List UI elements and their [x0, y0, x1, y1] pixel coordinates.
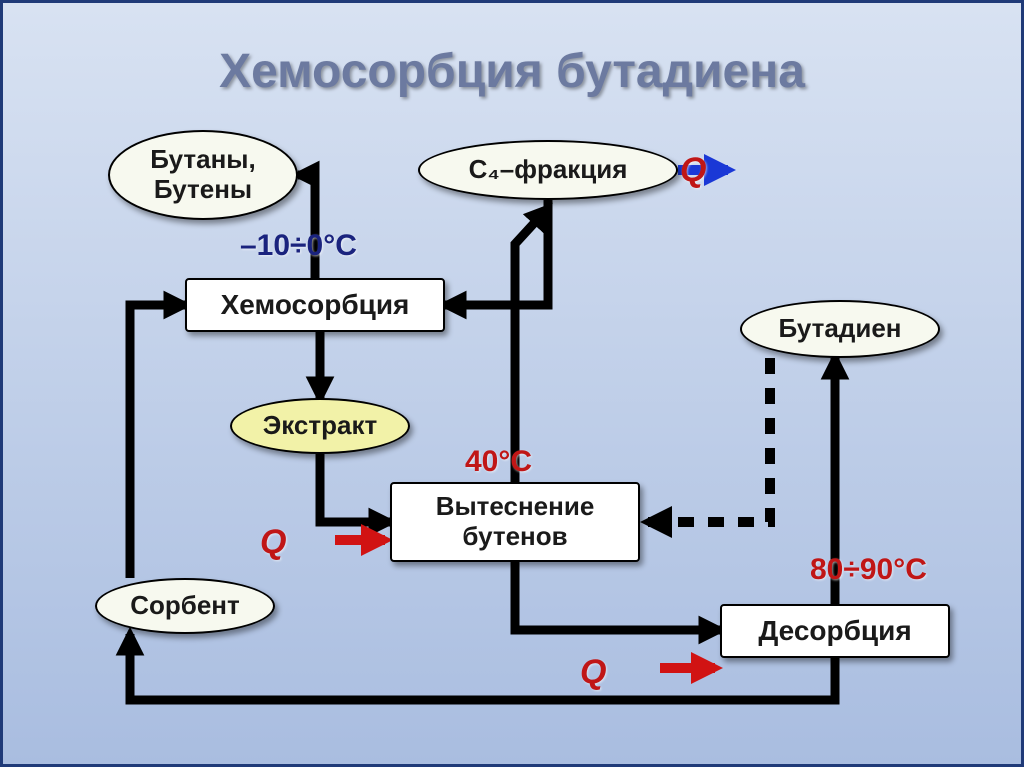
node-c4: С₄–фракция — [418, 140, 678, 200]
node-butany: Бутаны, Бутены — [108, 130, 298, 220]
stage: Хемосорбция бутадиена Бутаны, Бутены С₄–фр… — [0, 0, 1024, 767]
slide-title: Хемосорбция бутадиена — [0, 44, 1024, 99]
node-desorb: Десорбция — [720, 604, 950, 658]
node-sorbent: Сорбент — [95, 578, 275, 634]
annot-q1: Q — [680, 151, 706, 190]
annot-temp3: 80÷90°С — [810, 553, 927, 587]
annot-q3: Q — [580, 653, 606, 692]
node-displace: Вытеснение бутенов — [390, 482, 640, 562]
annot-q2: Q — [260, 523, 286, 562]
node-extract: Экстракт — [230, 398, 410, 454]
node-chemo: Хемосорбция — [185, 278, 445, 332]
annot-temp2: 40°С — [465, 445, 532, 479]
node-butadien: Бутадиен — [740, 300, 940, 358]
annot-temp1: –10÷0°С — [240, 229, 357, 263]
